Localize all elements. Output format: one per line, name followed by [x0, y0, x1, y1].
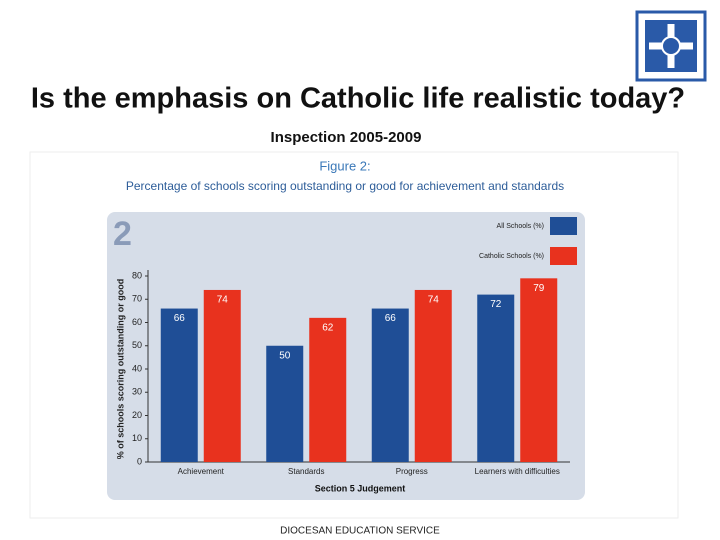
- bar: [371, 308, 409, 462]
- slide-title: Is the emphasis on Catholic life realist…: [31, 83, 685, 115]
- bar-value-label: 74: [428, 295, 440, 306]
- bar-value-label: 74: [217, 295, 229, 306]
- figure-label: Figure 2:: [319, 158, 370, 173]
- x-tick-label: Progress: [396, 467, 428, 476]
- bar-value-label: 62: [322, 322, 334, 333]
- panel-number: 2: [113, 215, 132, 253]
- bar: [160, 308, 198, 462]
- bar: [309, 317, 347, 462]
- y-tick-label: 70: [132, 294, 142, 304]
- y-tick-label: 10: [132, 433, 142, 443]
- chart-title: Percentage of schools scoring outstandin…: [126, 179, 564, 193]
- bar-value-label: 66: [385, 313, 397, 324]
- bar: [203, 289, 241, 462]
- bar-value-label: 79: [533, 283, 545, 294]
- bar: [414, 289, 452, 462]
- x-tick-label: Learners with difficulties: [475, 467, 560, 476]
- legend-swatch: [550, 217, 577, 235]
- bar-value-label: 72: [490, 299, 502, 310]
- y-tick-label: 40: [132, 363, 142, 373]
- y-tick-label: 80: [132, 270, 142, 280]
- bar-value-label: 66: [174, 313, 186, 324]
- y-tick-label: 0: [137, 456, 142, 466]
- x-tick-label: Achievement: [178, 467, 225, 476]
- y-tick-label: 60: [132, 317, 142, 327]
- y-tick-label: 50: [132, 340, 142, 350]
- legend-swatch: [550, 247, 577, 265]
- legend-label: Catholic Schools (%): [479, 253, 544, 260]
- x-axis-label: Section 5 Judgement: [315, 483, 406, 493]
- slide-footer: DIOCESAN EDUCATION SERVICE: [280, 526, 440, 537]
- legend-label: All Schools (%): [497, 223, 544, 230]
- x-tick-label: Standards: [288, 467, 324, 476]
- slide-subtitle: Inspection 2005-2009: [271, 129, 422, 146]
- y-axis-label: % of schools scoring outstanding or good: [115, 279, 125, 460]
- y-tick-label: 30: [132, 387, 142, 397]
- bar: [266, 345, 304, 462]
- logo: [635, 10, 707, 82]
- bar: [520, 278, 558, 462]
- bar: [477, 294, 515, 462]
- y-tick-label: 20: [132, 410, 142, 420]
- bar-value-label: 50: [279, 350, 291, 361]
